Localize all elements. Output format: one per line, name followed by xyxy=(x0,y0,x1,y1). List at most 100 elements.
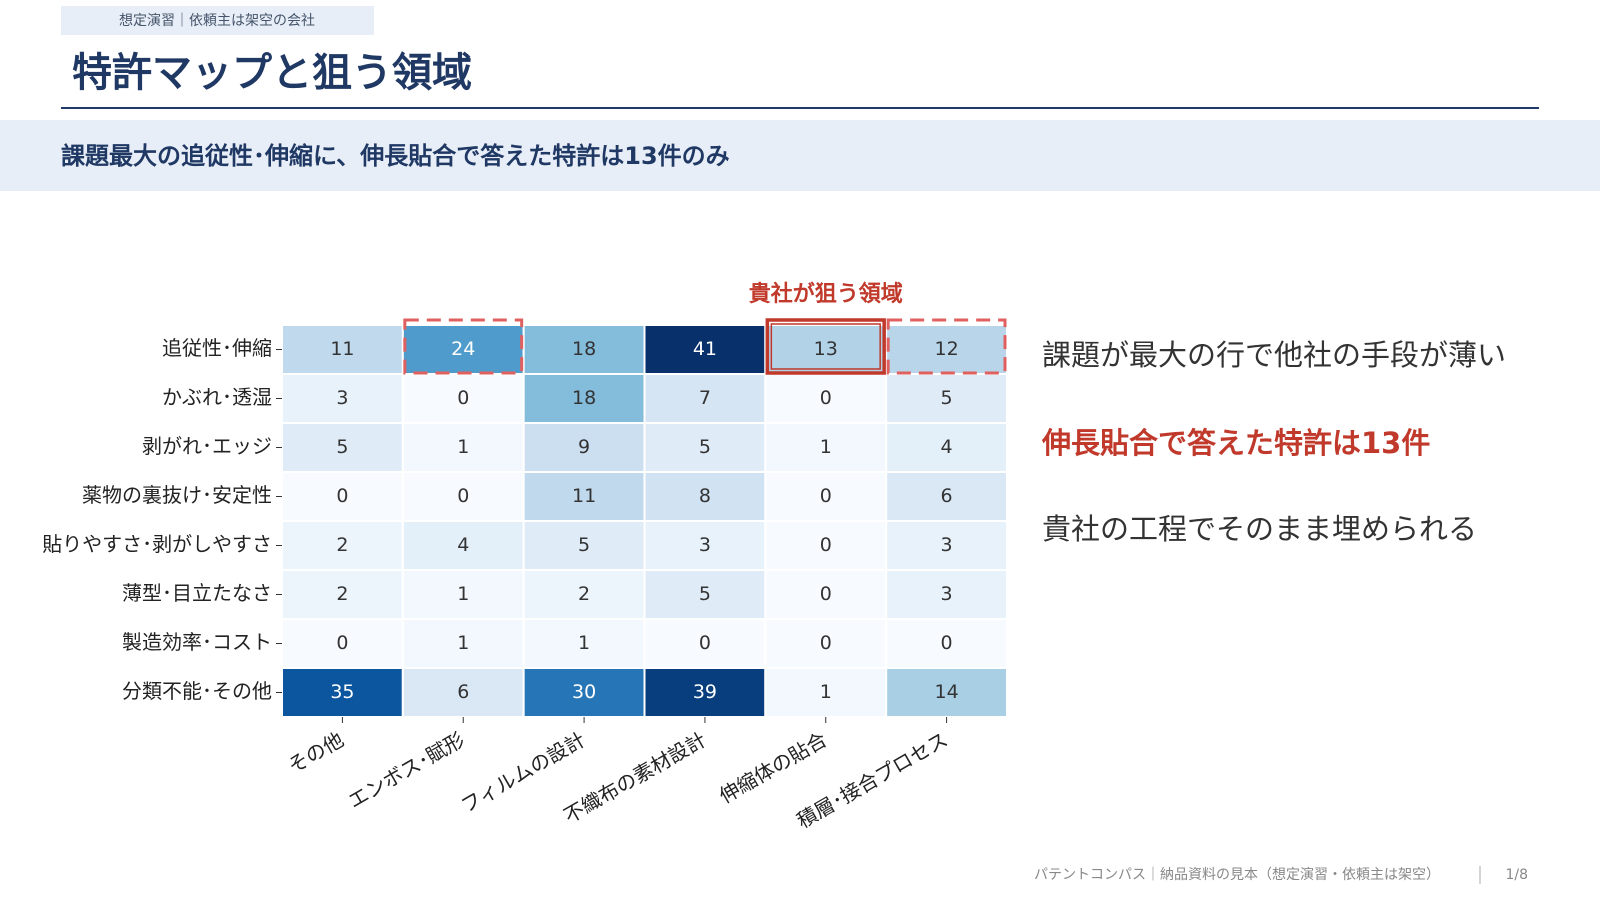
heat-cell xyxy=(281,324,404,375)
target-frame-inner xyxy=(770,323,881,370)
heat-cell xyxy=(764,569,888,620)
heat-cell xyxy=(401,618,525,669)
y-tick-label: 薄型･目立たなさ xyxy=(122,581,272,605)
cell-label: 1 xyxy=(457,436,469,458)
cell-label: 1 xyxy=(457,583,469,605)
heat-cell xyxy=(885,520,1009,571)
heat-cell xyxy=(401,324,525,375)
cell-label: 5 xyxy=(336,436,348,458)
candidate-frame xyxy=(403,318,524,375)
cell-label: 3 xyxy=(336,387,348,409)
heat-cell xyxy=(885,373,1009,424)
y-tick-label: 分類不能･その他 xyxy=(122,679,272,703)
cell-label: 9 xyxy=(578,436,590,458)
footer-page: 1/8 xyxy=(1505,867,1528,883)
cell-label: 35 xyxy=(330,681,354,703)
cell-label: 0 xyxy=(820,387,832,409)
cell-label: 11 xyxy=(572,485,596,507)
footer-text: パテントコンパス｜納品資料の見本（想定演習・依頼主は架空） xyxy=(1034,867,1440,883)
heat-cell xyxy=(522,520,646,571)
cell-label: 18 xyxy=(572,387,596,409)
cell-label: 8 xyxy=(699,485,711,507)
cell-label: 0 xyxy=(941,632,953,654)
heat-cell xyxy=(281,618,404,669)
heat-cell xyxy=(401,667,525,718)
cell-label: 6 xyxy=(457,681,469,703)
cell-label: 4 xyxy=(941,436,953,458)
tag: 想定演習｜依頼主は架空の会社 xyxy=(119,13,315,29)
cell-label: 1 xyxy=(578,632,590,654)
annotation: 貴社が狙う領域 xyxy=(749,281,903,307)
cell-label: 13 xyxy=(814,338,838,360)
cell-label: 5 xyxy=(699,583,711,605)
heat-cell xyxy=(401,569,525,620)
y-tick-label: 製造効率･コスト xyxy=(122,630,272,654)
cell-label: 7 xyxy=(699,387,711,409)
cell-label: 14 xyxy=(934,681,958,703)
heat-cell xyxy=(764,422,888,473)
heat-cell xyxy=(281,422,404,473)
y-tick-label: 薬物の裏抜け･安定性 xyxy=(82,483,272,507)
cell-label: 2 xyxy=(578,583,590,605)
heat-cell xyxy=(522,667,646,718)
point: 貴社の工程でそのまま埋められる xyxy=(1042,512,1477,546)
cell-label: 0 xyxy=(820,485,832,507)
heat-cell xyxy=(401,373,525,424)
cell-label: 41 xyxy=(693,338,717,360)
cell-label: 5 xyxy=(699,436,711,458)
cell-label: 2 xyxy=(336,534,348,556)
cell-label: 0 xyxy=(336,485,348,507)
heat-cell xyxy=(643,667,767,718)
cell-label: 4 xyxy=(457,534,469,556)
cell-label: 1 xyxy=(457,632,469,654)
heat-cell xyxy=(522,422,646,473)
cell-label: 3 xyxy=(941,583,953,605)
y-tick-label: 追従性･伸縮 xyxy=(162,336,272,360)
cell-label: 0 xyxy=(336,632,348,654)
heat-cell xyxy=(885,618,1009,669)
candidate-frame xyxy=(886,318,1007,375)
cell-label: 2 xyxy=(336,583,348,605)
cell-label: 3 xyxy=(699,534,711,556)
heat-cell xyxy=(764,618,888,669)
point: 課題が最大の行で他社の手段が薄い xyxy=(1042,338,1506,372)
cell-label: 5 xyxy=(941,387,953,409)
heat-cell xyxy=(764,667,888,718)
cell-label: 30 xyxy=(572,681,596,703)
heat-cell xyxy=(643,373,767,424)
subtitle: 課題最大の追従性･伸縮に、伸長貼合で答えた特許は13件のみ xyxy=(61,142,730,170)
cell-label: 0 xyxy=(457,485,469,507)
cell-label: 5 xyxy=(578,534,590,556)
heat-cell xyxy=(643,618,767,669)
heat-cell xyxy=(522,324,646,375)
cell-label: 11 xyxy=(330,338,354,360)
heat-cell xyxy=(885,569,1009,620)
cell-label: 1 xyxy=(820,436,832,458)
heat-cell xyxy=(764,324,888,375)
heat-cell xyxy=(885,667,1009,718)
target-frame xyxy=(765,318,886,375)
cell-label: 6 xyxy=(941,485,953,507)
cell-label: 39 xyxy=(693,681,717,703)
y-tick-label: 貼りやすさ･剥がしやすさ xyxy=(42,532,272,556)
cell-label: 18 xyxy=(572,338,596,360)
cell-label: 0 xyxy=(699,632,711,654)
cell-label: 3 xyxy=(941,534,953,556)
cell-label: 0 xyxy=(820,583,832,605)
heat-cell xyxy=(522,569,646,620)
cell-label: 0 xyxy=(820,534,832,556)
y-tick-label: 剥がれ･エッジ xyxy=(142,434,272,458)
cell-label: 24 xyxy=(451,338,475,360)
cell-label: 0 xyxy=(457,387,469,409)
subtitle-band xyxy=(0,120,1600,191)
title: 特許マップと狙う領域 xyxy=(72,50,472,96)
heat-cell xyxy=(522,618,646,669)
heat-cell xyxy=(401,422,525,473)
cell-label: 12 xyxy=(934,338,958,360)
point-highlight: 伸長貼合で答えた特許は13件 xyxy=(1041,426,1430,460)
heat-cell xyxy=(885,422,1009,473)
cell-label: 0 xyxy=(820,632,832,654)
y-tick-label: かぶれ･透湿 xyxy=(162,385,272,409)
cell-label: 1 xyxy=(820,681,832,703)
